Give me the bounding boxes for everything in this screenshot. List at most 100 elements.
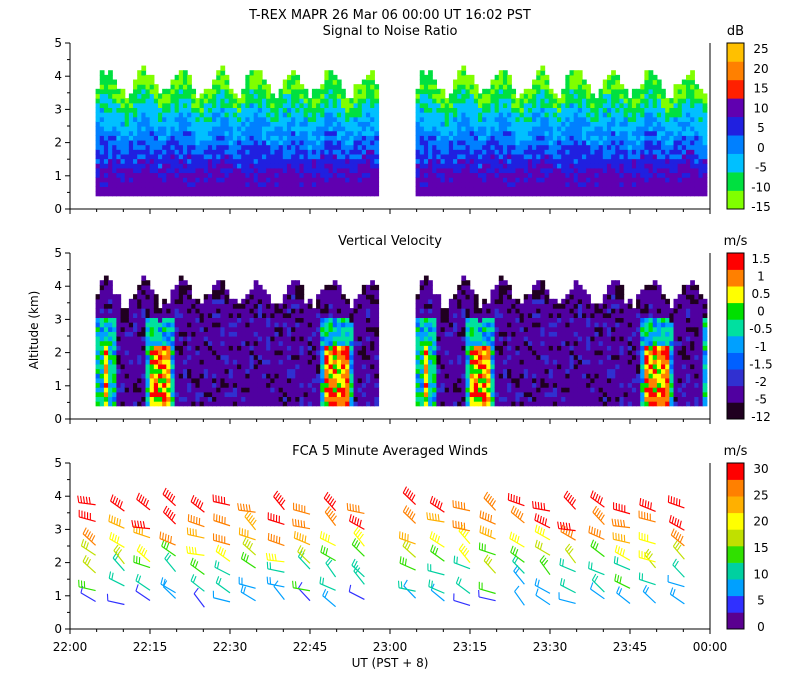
heatmap-cell [245, 126, 251, 132]
heatmap-cell [565, 144, 571, 150]
heatmap-cell [99, 331, 105, 337]
heatmap-cell [502, 139, 508, 146]
heatmap-cell [199, 181, 205, 188]
heatmap-cell [627, 98, 633, 104]
heatmap-cell [698, 107, 704, 113]
heatmap-cell [423, 93, 429, 99]
heatmap-cell [257, 377, 263, 384]
heatmap-cell [557, 98, 562, 104]
heatmap-cell [220, 153, 226, 160]
heatmap-cell [178, 294, 184, 300]
heatmap-cell [187, 158, 192, 164]
heatmap-cell [353, 126, 359, 132]
heatmap-cell [249, 377, 255, 384]
heatmap-cell [158, 186, 163, 192]
heatmap-cell [187, 326, 192, 332]
heatmap-cell [299, 163, 305, 169]
heatmap-cell [320, 191, 325, 197]
heatmap-cell [116, 126, 122, 132]
heatmap-cell [286, 139, 292, 146]
heatmap-cell [286, 74, 292, 81]
heatmap-cell [103, 401, 109, 407]
heatmap-cell [536, 186, 541, 192]
heatmap-cell [207, 149, 213, 155]
heatmap-cell [569, 107, 575, 113]
heatmap-cell [178, 317, 184, 323]
heatmap-cell [515, 181, 521, 188]
heatmap-cell [623, 158, 629, 164]
heatmap-cell [316, 116, 321, 122]
heatmap-cell [228, 107, 234, 113]
heatmap-cell [307, 144, 313, 150]
heatmap-cell [465, 191, 471, 197]
heatmap-cell [116, 158, 122, 164]
heatmap-cell [295, 317, 301, 323]
heatmap-cell [182, 401, 188, 407]
heatmap-cell [166, 98, 172, 104]
heatmap-cell [253, 172, 259, 178]
heatmap-cell [494, 116, 500, 122]
heatmap-cell [145, 158, 151, 164]
heatmap-cell [291, 322, 296, 328]
heatmap-cell [133, 167, 138, 174]
heatmap-cell [423, 186, 429, 192]
heatmap-cell [182, 153, 188, 160]
heatmap-cell [690, 163, 695, 169]
heatmap-cell [120, 312, 126, 319]
heatmap-cell [149, 126, 155, 132]
heatmap-cell [631, 88, 637, 95]
heatmap-cell [690, 149, 695, 155]
heatmap-cell [99, 186, 105, 192]
heatmap-cell [702, 130, 708, 136]
heatmap-cell [291, 382, 296, 388]
heatmap-cell [286, 326, 292, 332]
heatmap-cell [461, 172, 467, 178]
heatmap-cell [419, 112, 425, 118]
heatmap-cell [661, 139, 666, 146]
heatmap-cell [195, 186, 201, 192]
heatmap-cell [502, 149, 508, 155]
heatmap-cell [332, 121, 338, 127]
heatmap-cell [266, 377, 271, 384]
heatmap-cell [245, 373, 251, 379]
heatmap-cell [249, 368, 255, 374]
heatmap-cell [631, 112, 637, 118]
heatmap-cell [232, 163, 238, 169]
heatmap-cell [170, 359, 176, 365]
heatmap-cell [174, 177, 180, 183]
heatmap-cell [291, 172, 296, 178]
heatmap-cell [627, 139, 633, 146]
heatmap-cell [291, 280, 296, 286]
heatmap-cell [357, 345, 363, 351]
heatmap-cell [328, 163, 334, 169]
heatmap-cell [299, 373, 305, 379]
heatmap-cell [116, 359, 122, 365]
heatmap-cell [124, 102, 130, 109]
heatmap-cell [166, 88, 172, 95]
heatmap-cell [149, 112, 155, 118]
heatmap-cell [507, 102, 512, 109]
heatmap-cell [195, 163, 201, 169]
heatmap-cell [532, 130, 537, 136]
heatmap-cell [224, 98, 230, 104]
heatmap-cell [286, 167, 292, 174]
heatmap-cell [341, 177, 346, 183]
heatmap-cell [652, 74, 658, 81]
heatmap-cell [224, 126, 230, 132]
heatmap-cell [361, 126, 367, 132]
heatmap-cell [511, 186, 517, 192]
heatmap-cell [249, 177, 255, 183]
heatmap-cell [108, 79, 113, 85]
heatmap-cell [128, 359, 134, 365]
heatmap-cell [457, 102, 462, 109]
heatmap-cell [249, 167, 255, 174]
heatmap-cell [232, 112, 238, 118]
heatmap-cell [141, 396, 147, 402]
heatmap-cell [95, 181, 101, 188]
heatmap-cell [320, 112, 325, 118]
heatmap-cell [282, 139, 288, 146]
heatmap-cell [341, 107, 346, 113]
heatmap-cell [316, 298, 321, 305]
heatmap-cell [611, 191, 616, 197]
heatmap-cell [677, 158, 683, 164]
